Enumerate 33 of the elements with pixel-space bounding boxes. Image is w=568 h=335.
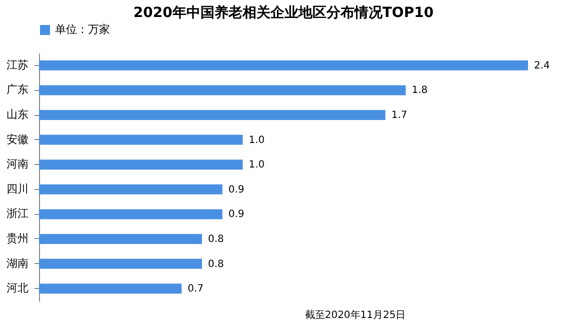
y-tick-label: 河北	[6, 282, 28, 295]
y-tick-label: 河南	[6, 158, 28, 171]
y-tick-label: 四川	[6, 182, 28, 196]
legend-label: 单位：万家	[55, 23, 110, 36]
y-tick-label: 湖南	[6, 256, 28, 270]
y-tick-label: 江苏	[6, 58, 28, 72]
data-label: 0.8	[208, 234, 224, 245]
bar	[39, 258, 202, 269]
y-tick-label: 山东	[6, 108, 28, 121]
data-label: 2.4	[534, 60, 550, 72]
y-tick-label: 安徽	[6, 132, 28, 146]
y-tick-label: 浙江	[6, 207, 28, 220]
data-label: 0.7	[188, 284, 204, 295]
bar	[39, 184, 222, 194]
data-label: 0.9	[228, 209, 244, 220]
data-label: 0.9	[228, 184, 244, 196]
bar	[39, 234, 202, 244]
data-label: 1.0	[248, 160, 265, 171]
chart-title: 2020年中国养老相关企业地区分布情况TOP10	[133, 4, 434, 21]
data-label: 1.8	[412, 85, 428, 96]
y-tick-label: 贵州	[6, 232, 28, 245]
bar	[39, 284, 182, 294]
data-label: 1.7	[391, 110, 408, 121]
bar	[39, 110, 386, 120]
bar	[39, 60, 528, 70]
bar	[39, 160, 243, 170]
data-label: 0.8	[208, 258, 224, 270]
data-label: 1.0	[248, 134, 265, 146]
bar	[39, 85, 406, 96]
bar	[39, 209, 222, 220]
bar	[39, 134, 243, 145]
text: 截至2020年11月25日	[304, 309, 406, 321]
y-tick-label: 广东	[6, 83, 28, 96]
